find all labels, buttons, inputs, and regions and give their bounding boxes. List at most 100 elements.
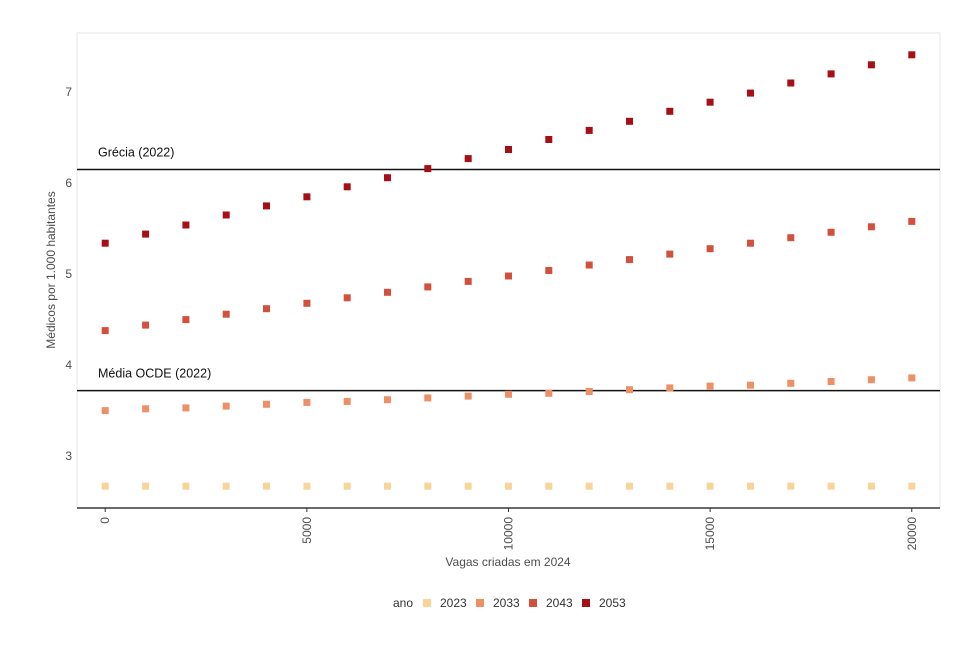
data-point <box>666 107 674 115</box>
legend-title: ano <box>393 596 413 610</box>
x-tick-label: 10000 <box>502 517 516 551</box>
data-point <box>222 482 230 490</box>
data-point <box>787 379 795 387</box>
data-point <box>424 482 432 490</box>
data-point <box>747 482 754 490</box>
legend-label: 2023 <box>440 596 467 610</box>
data-point <box>867 482 875 490</box>
data-point <box>101 327 109 335</box>
data-point <box>666 384 674 392</box>
reference-lines: Grécia (2022) Média OCDE (2022) <box>77 145 940 392</box>
data-point <box>827 482 835 490</box>
data-point <box>222 211 230 219</box>
data-point <box>827 70 835 78</box>
data-point <box>827 378 835 385</box>
legend-key <box>529 599 537 607</box>
data-point <box>626 386 633 394</box>
data-point <box>142 482 150 490</box>
data-point <box>384 482 391 490</box>
data-point <box>101 482 109 490</box>
x-tick-label: 0 <box>98 517 112 524</box>
data-point <box>424 165 432 173</box>
data-point <box>867 223 875 231</box>
legend: ano 2023 2033 2043 2053 <box>393 596 626 610</box>
data-point <box>706 382 714 390</box>
data-point <box>182 404 190 412</box>
data-point <box>666 482 674 490</box>
data-point <box>706 98 714 106</box>
data-point <box>142 405 150 413</box>
data-point <box>464 392 472 400</box>
legend-key <box>423 599 431 607</box>
x-axis-ticks: 0 5000 10000 15000 20000 <box>98 508 919 550</box>
data-point <box>626 117 633 125</box>
data-point <box>182 316 190 324</box>
data-point <box>101 239 109 247</box>
x-tick-label: 20000 <box>905 517 919 551</box>
data-point <box>747 239 754 247</box>
data-point <box>222 402 230 410</box>
data-point <box>747 89 754 97</box>
legend-label: 2043 <box>546 596 573 610</box>
data-point <box>384 396 391 404</box>
data-point <box>303 398 311 406</box>
data-point <box>303 193 311 201</box>
data-point <box>182 482 190 490</box>
data-point <box>626 256 633 264</box>
data-point <box>384 288 391 296</box>
legend-label: 2053 <box>599 596 626 610</box>
y-tick-label: 7 <box>65 85 72 99</box>
y-tick-label: 5 <box>65 267 72 281</box>
data-point <box>263 305 270 313</box>
y-tick-label: 4 <box>65 358 72 372</box>
data-point <box>384 174 391 182</box>
data-point <box>343 398 351 405</box>
data-point <box>666 250 674 258</box>
data-point <box>142 230 150 238</box>
data-point <box>343 183 351 191</box>
data-point <box>787 482 795 490</box>
reference-line-label: Grécia (2022) <box>98 145 174 159</box>
y-axis-ticks: 3 4 5 6 7 <box>65 85 72 463</box>
x-axis-title: Vagas criadas em 2024 <box>445 555 571 569</box>
data-point <box>545 389 553 397</box>
data-point <box>464 277 472 285</box>
x-tick-label: 5000 <box>300 517 314 544</box>
data-point <box>908 482 916 490</box>
data-point <box>908 217 916 225</box>
data-point <box>867 376 875 384</box>
data-point <box>626 482 633 490</box>
reference-line-label: Média OCDE (2022) <box>98 367 211 381</box>
data-point <box>101 407 109 415</box>
data-point <box>424 394 432 402</box>
y-axis-title: Médicos por 1.000 habitantes <box>44 191 58 348</box>
data-point <box>545 267 553 274</box>
data-point <box>585 482 593 490</box>
data-point <box>908 374 916 382</box>
data-point <box>585 126 593 134</box>
data-point <box>263 202 270 210</box>
data-point <box>545 482 553 490</box>
legend-key <box>582 599 590 607</box>
data-point <box>263 482 270 490</box>
data-point <box>545 136 553 143</box>
data-point <box>464 155 472 163</box>
data-point <box>505 146 512 153</box>
data-point <box>706 482 714 490</box>
data-point <box>505 390 512 398</box>
legend-label: 2033 <box>493 596 520 610</box>
data-point <box>908 51 916 59</box>
data-point <box>222 310 230 318</box>
y-tick-label: 6 <box>65 176 72 190</box>
legend-key <box>476 599 484 607</box>
data-point <box>585 388 593 395</box>
data-point <box>787 234 795 242</box>
data-point <box>787 79 795 87</box>
x-tick-label: 15000 <box>703 517 717 551</box>
data-point <box>142 321 150 329</box>
data-point <box>343 482 351 490</box>
data-point <box>464 482 472 490</box>
data-point <box>505 272 512 280</box>
data-point <box>585 261 593 269</box>
